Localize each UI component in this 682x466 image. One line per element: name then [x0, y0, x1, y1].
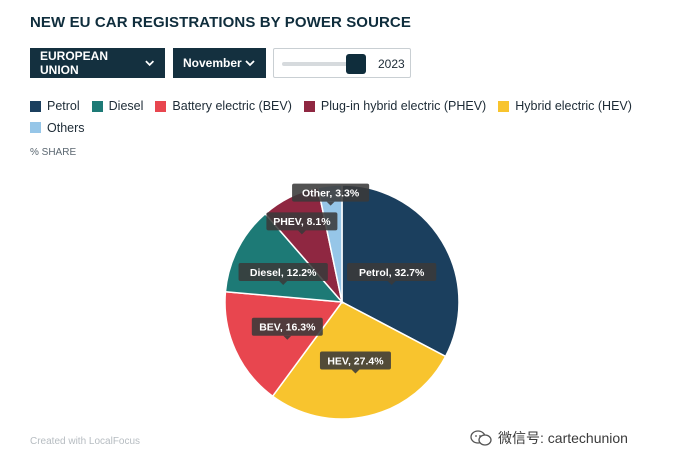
data-label-pointer — [326, 201, 335, 206]
legend-swatch — [30, 100, 41, 112]
month-dropdown[interactable]: November — [173, 48, 266, 78]
slider-track[interactable] — [282, 62, 356, 66]
legend-swatch — [155, 100, 167, 112]
data-label-text: PHEV, 8.1% — [273, 216, 331, 228]
legend-item[interactable]: Others — [30, 118, 85, 138]
data-label-pointer — [297, 230, 306, 235]
data-label-box — [238, 263, 328, 282]
legend-item[interactable]: Diesel — [91, 96, 144, 116]
legend-swatch — [91, 100, 103, 112]
data-label: Other, 3.3% — [292, 183, 370, 206]
legend: Petrol Diesel Battery electric (BEV) Plug-i… — [30, 96, 660, 139]
data-label: Petrol, 32.7% — [346, 263, 437, 286]
watermark: 微信号: cartechunion — [470, 428, 628, 448]
data-label-pointer — [351, 369, 360, 374]
data-label-box — [346, 263, 437, 282]
data-label-box — [251, 317, 323, 336]
legend-label: Plug-in hybrid electric (PHEV) — [320, 99, 487, 113]
year-slider[interactable]: 2023 — [273, 48, 411, 78]
watermark-text: 微信号: cartechunion — [498, 430, 628, 446]
legend-swatch — [498, 100, 510, 112]
data-label: PHEV, 8.1% — [266, 212, 338, 235]
legend-label: Battery electric (BEV) — [172, 99, 292, 113]
legend-swatch — [30, 122, 41, 133]
wechat-icon — [470, 430, 492, 446]
data-label-box — [319, 351, 391, 370]
data-label-text: Other, 3.3% — [302, 187, 360, 199]
data-label-text: Petrol, 32.7% — [359, 267, 425, 279]
region-dropdown-label: EUROPEAN UNION — [40, 49, 109, 77]
slider-handle[interactable] — [345, 54, 366, 74]
chevron-down-icon — [245, 60, 255, 67]
legend-item[interactable]: Plug-in hybrid electric (PHEV) — [303, 96, 487, 116]
region-dropdown[interactable]: EUROPEAN UNION — [30, 48, 165, 78]
legend-item[interactable]: Battery electric (BEV) — [155, 96, 292, 116]
legend-label: Hybrid electric (HEV) — [515, 99, 632, 113]
legend-item[interactable]: Petrol — [30, 96, 80, 116]
legend-swatch — [303, 100, 315, 112]
month-dropdown-label: November — [183, 56, 242, 70]
data-label: HEV, 27.4% — [319, 351, 391, 374]
chart-title: NEW EU CAR REGISTRATIONS BY POWER SOURCE — [30, 14, 411, 31]
data-label-pointer — [283, 335, 292, 340]
data-label: BEV, 16.3% — [251, 317, 323, 340]
slider-year-value: 2023 — [378, 57, 405, 71]
y-axis-label: % SHARE — [30, 147, 77, 158]
legend-label: Petrol — [47, 99, 80, 113]
data-label-text: Diesel, 12.2% — [250, 267, 317, 279]
data-label-text: HEV, 27.4% — [327, 355, 384, 367]
legend-item[interactable]: Hybrid electric (HEV) — [498, 96, 632, 116]
data-label-text: BEV, 16.3% — [259, 321, 316, 333]
chevron-down-icon — [144, 60, 154, 67]
data-label-pointer — [279, 281, 288, 286]
footer-credit: Created with LocalFocus — [30, 436, 141, 447]
data-label-pointer — [387, 281, 396, 286]
data-label: Diesel, 12.2% — [238, 263, 328, 286]
data-label-box — [292, 183, 370, 202]
legend-label: Diesel — [108, 99, 144, 113]
data-label-box — [266, 212, 338, 231]
legend-label: Others — [47, 120, 85, 135]
